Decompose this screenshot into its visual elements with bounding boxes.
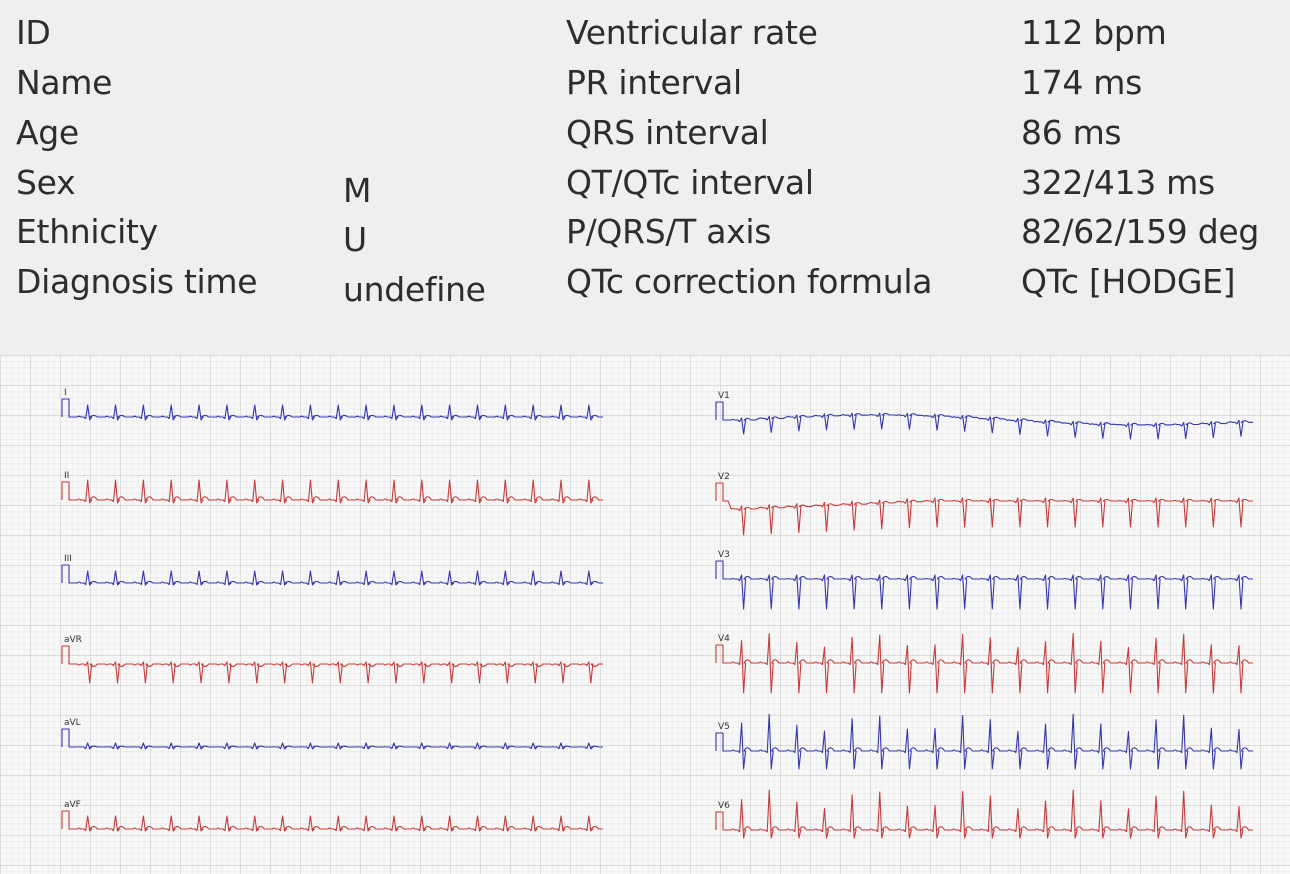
lead-label-avl: aVL xyxy=(64,718,81,728)
lead-label-avf: aVF xyxy=(64,800,81,810)
lead-label-iii: III xyxy=(64,554,72,564)
ecg-trace-iii xyxy=(61,564,603,586)
ecg-trace-v1 xyxy=(715,401,1253,440)
ecg-trace-ii xyxy=(61,479,603,504)
lead-label-v4: V4 xyxy=(718,634,730,644)
lead-label-avr: aVR xyxy=(64,635,82,645)
qt-qtc-interval-value: 322/413 ms xyxy=(1021,163,1215,202)
lead-label-v2: V2 xyxy=(718,472,730,482)
ecg-trace-avl xyxy=(61,728,603,750)
qtc-formula-value: QTc [HODGE] xyxy=(1021,262,1236,301)
patient-age-label: Age xyxy=(16,113,79,152)
qt-qtc-interval-label: QT/QTc interval xyxy=(566,163,814,202)
ventricular-rate-value: 112 bpm xyxy=(1021,13,1167,52)
lead-label-ii: II xyxy=(64,471,69,481)
ecg-tracing-panel: I II III aVR aVL aVF V1 V2 V3 V4 V5 V6 xyxy=(0,355,1290,874)
ecg-trace-v2 xyxy=(715,482,1253,536)
lead-label-i: I xyxy=(64,388,67,398)
ecg-trace-v6 xyxy=(715,789,1253,839)
lead-label-v5: V5 xyxy=(718,722,730,732)
pr-interval-value: 174 ms xyxy=(1021,63,1143,102)
ecg-trace-v3 xyxy=(715,560,1253,610)
ecg-trace-i xyxy=(61,398,603,421)
lead-label-v1: V1 xyxy=(718,391,730,401)
diagnosis-time-label: Diagnosis time xyxy=(16,262,258,301)
ecg-report-header: ID Name Age Sex Ethnicity Diagnosis time… xyxy=(0,0,1290,355)
lead-label-v3: V3 xyxy=(718,550,730,560)
lead-label-v6: V6 xyxy=(718,801,730,811)
ecg-trace-avr xyxy=(61,645,603,684)
pr-interval-label: PR interval xyxy=(566,63,742,102)
patient-ethnicity-label: Ethnicity xyxy=(16,212,158,251)
patient-ethnicity-value: U xyxy=(343,220,367,259)
patient-sex-value: M xyxy=(343,171,372,210)
ecg-trace-v5 xyxy=(715,713,1253,770)
ventricular-rate-label: Ventricular rate xyxy=(566,13,818,52)
ecg-trace-avf xyxy=(61,810,603,832)
patient-name-label: Name xyxy=(16,63,113,102)
qrs-interval-label: QRS interval xyxy=(566,113,769,152)
patient-id-label: ID xyxy=(16,13,51,52)
ecg-trace-v4 xyxy=(715,633,1253,694)
qrs-interval-value: 86 ms xyxy=(1021,113,1122,152)
axis-value: 82/62/159 deg xyxy=(1021,212,1259,251)
diagnosis-time-value: undefine xyxy=(343,270,486,309)
axis-label: P/QRS/T axis xyxy=(566,212,772,251)
patient-sex-label: Sex xyxy=(16,163,76,202)
qtc-formula-label: QTc correction formula xyxy=(566,262,933,301)
